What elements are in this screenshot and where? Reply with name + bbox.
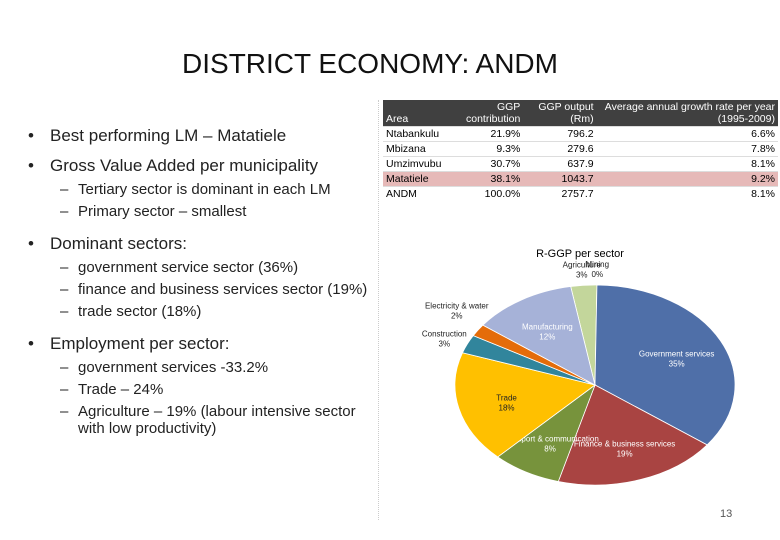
table-cell: 21.9%	[444, 126, 524, 142]
slice-value: 2%	[451, 311, 463, 320]
chart-title: R-GGP per sector	[536, 248, 624, 260]
bullet: Employment per sector:	[28, 334, 373, 354]
table-cell: 1043.7	[523, 171, 597, 187]
sub-bullet: Tertiary sector is dominant in each LM	[50, 181, 373, 198]
sub-bullet: finance and business services sector (19…	[50, 281, 373, 298]
table-cell: 796.2	[523, 126, 597, 142]
table-row: Mbizana 9.3% 279.6 7.8%	[383, 141, 778, 157]
table-row: Umzimvubu 30.7% 637.9 8.1%	[383, 156, 778, 172]
table-cell: 8.1%	[596, 186, 778, 201]
sub-bullet: Agriculture – 19% (labour intensive sect…	[50, 403, 373, 437]
slice-value: 12%	[539, 333, 555, 342]
pie-slice	[454, 352, 596, 458]
slice-label: Finance & business services	[574, 439, 675, 448]
table-cell: Matatiele	[383, 171, 445, 187]
sub-bullet: trade sector (18%)	[50, 303, 373, 320]
sub-bullet: Trade – 24%	[50, 381, 373, 398]
slice-label: Electricity & water	[425, 301, 489, 310]
table-cell: 38.1%	[444, 171, 524, 187]
table-cell: 2757.7	[523, 186, 597, 201]
bullet: Best performing LM – Matatiele	[28, 126, 373, 146]
table-cell: 30.7%	[444, 156, 524, 172]
sub-list: Tertiary sector is dominant in each LM Pr…	[28, 181, 373, 220]
slide-title: DISTRICT ECONOMY: ANDM	[182, 48, 558, 79]
table-cell: 279.6	[523, 141, 597, 157]
slice-label: Transport & communication	[501, 435, 599, 444]
table-cell: 637.9	[523, 156, 597, 172]
table-cell: Ntabankulu	[383, 126, 445, 142]
header-cell: Area	[383, 100, 445, 127]
table-cell: 6.6%	[596, 126, 778, 142]
table-cell: 7.8%	[596, 141, 778, 157]
header-cell: GGP output (Rm)	[523, 100, 597, 127]
slice-value: 3%	[439, 340, 451, 349]
page-number: 13	[720, 508, 733, 520]
table-cell: 100.0%	[444, 186, 524, 201]
sub-bullet: Primary sector – smallest	[50, 203, 373, 220]
header-row: Area GGP contribution GGP output (Rm) Avera…	[383, 100, 778, 127]
economy-table: Area GGP contribution GGP output (Rm) Avera…	[383, 100, 778, 201]
header-cell: GGP contribution	[444, 100, 524, 127]
slice-label: Government services	[639, 349, 715, 358]
slice-label: Construction	[422, 330, 467, 339]
slice-value: 8%	[544, 445, 556, 454]
sub-list: government services -33.2% Trade – 24% Agr…	[28, 359, 373, 437]
slice-value: 0%	[592, 270, 604, 279]
pie-slice	[482, 286, 596, 386]
table-row: Ntabankulu 21.9% 796.2 6.6%	[383, 126, 778, 142]
slice-label: Manufacturing	[522, 323, 573, 332]
table-cell: 8.1%	[596, 156, 778, 172]
table-row: ANDM 100.0% 2757.7 8.1%	[383, 186, 778, 201]
slice-value: 3%	[576, 270, 588, 279]
bullet: Gross Value Added per municipality	[28, 156, 373, 176]
table-cell: Umzimvubu	[383, 156, 445, 172]
slice-value: 35%	[669, 359, 685, 368]
slice-label: Agriculture	[563, 260, 602, 269]
sub-bullet: government services -33.2%	[50, 359, 373, 376]
pie-slice	[594, 284, 736, 446]
slice-value: 19%	[617, 449, 633, 458]
slice-label: Trade	[496, 393, 517, 402]
sub-bullet: government service sector (36%)	[50, 259, 373, 276]
bullet-list: Best performing LM – Matatiele Gross Valu…	[28, 116, 373, 451]
table-cell: ANDM	[383, 186, 445, 201]
pie-slice	[557, 384, 708, 486]
table-cell: 9.2%	[596, 171, 778, 187]
table-cell: Mbizana	[383, 141, 445, 157]
bullet: Dominant sectors:	[28, 234, 373, 254]
table-row: Matatiele 38.1% 1043.7 9.2%	[383, 171, 778, 187]
slice-label: Mining	[586, 260, 610, 269]
sub-list: government service sector (36%) finance a…	[28, 259, 373, 320]
divider	[378, 100, 379, 520]
slice-value: 18%	[499, 403, 515, 412]
header-cell: Average annual growth rate per year (199…	[596, 100, 778, 127]
table-cell: 9.3%	[444, 141, 524, 157]
